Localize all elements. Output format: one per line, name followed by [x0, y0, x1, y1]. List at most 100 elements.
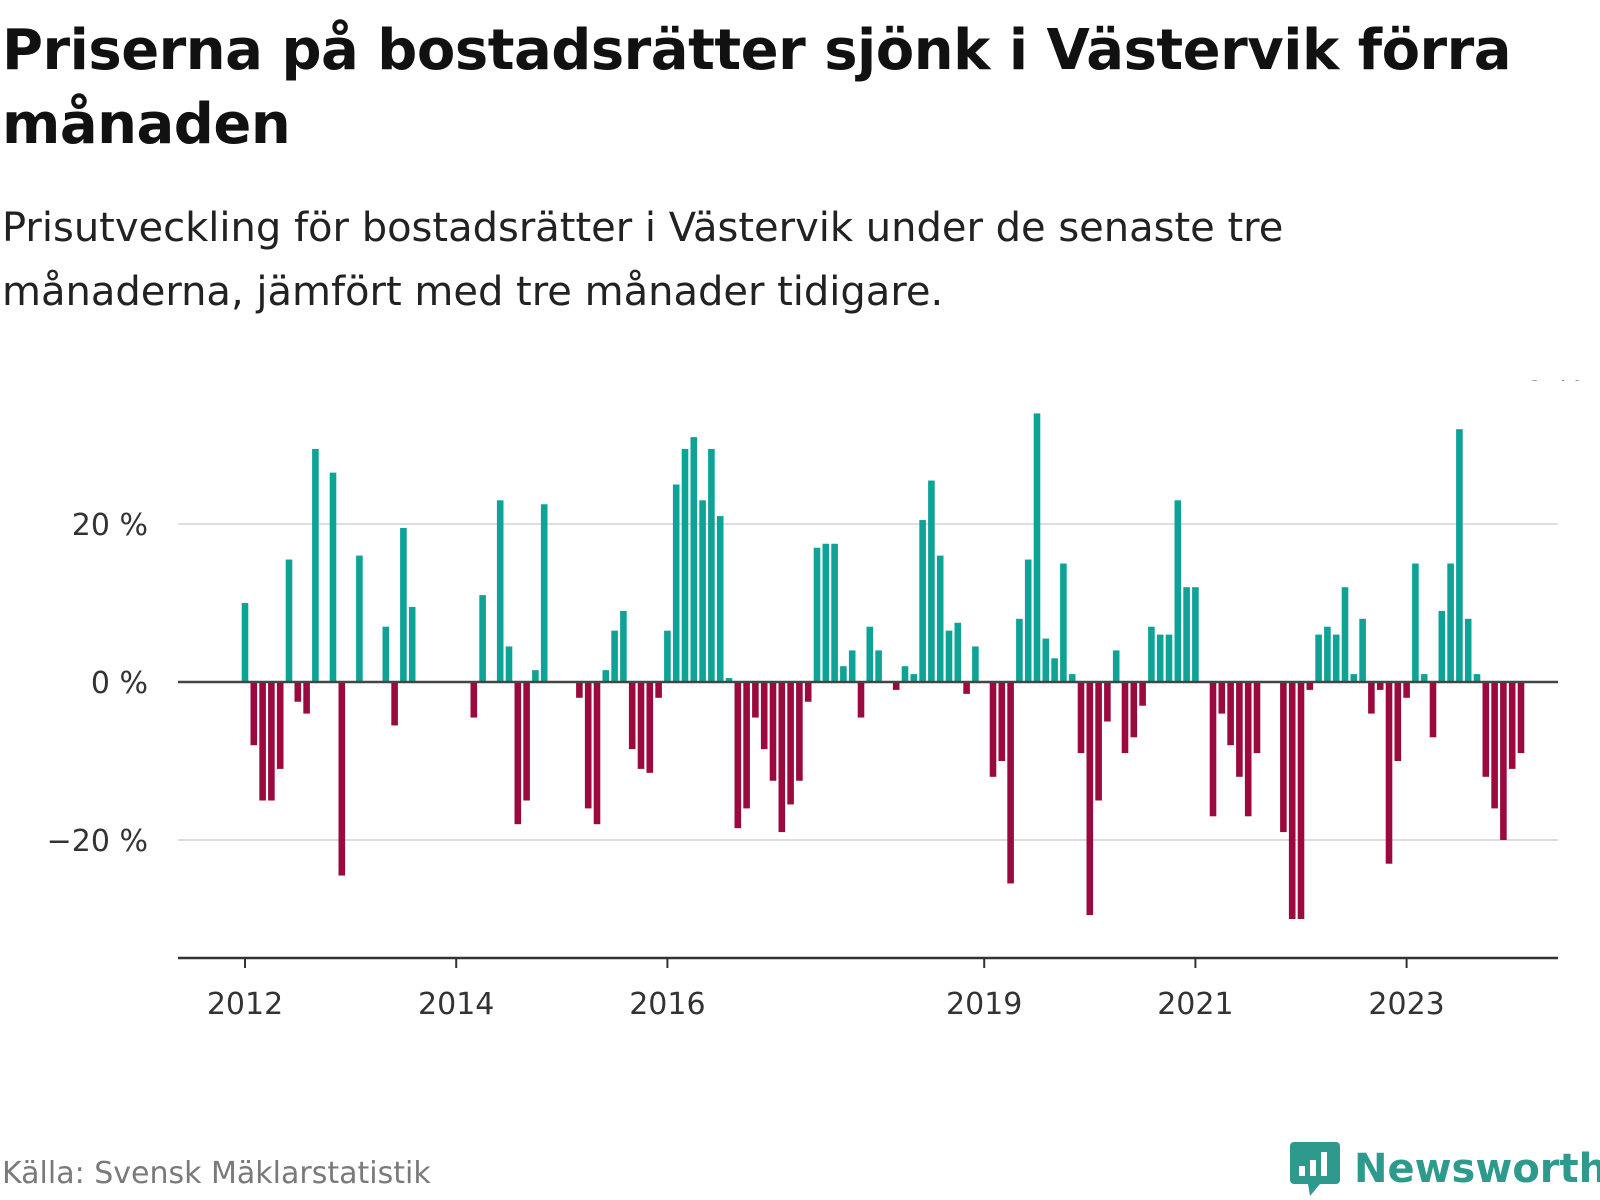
- bar: [1016, 618, 1023, 682]
- bar: [1051, 658, 1058, 682]
- bar: [391, 682, 398, 726]
- bar: [593, 682, 601, 825]
- bar: [822, 543, 830, 682]
- bar: [655, 682, 662, 698]
- bar: [936, 555, 944, 682]
- bar: [338, 682, 346, 876]
- bar: [1042, 638, 1050, 682]
- bar: [875, 650, 882, 682]
- bar: [1438, 610, 1446, 682]
- newsworthy-logo-icon: [1290, 1142, 1340, 1196]
- bar: [1183, 587, 1190, 682]
- bar: [1394, 682, 1402, 761]
- bar: [523, 682, 530, 801]
- bar: [1280, 682, 1287, 833]
- bars: [241, 413, 1525, 919]
- bar: [796, 682, 803, 781]
- bar: [1447, 563, 1454, 682]
- bar: [1209, 682, 1217, 817]
- bar: [1517, 682, 1525, 754]
- bar: [787, 682, 794, 805]
- bar: [470, 682, 478, 718]
- bar: [250, 682, 258, 746]
- bar: [963, 682, 970, 694]
- brand-name: Newsworthy: [1354, 1146, 1600, 1192]
- x-tick-label: 2014: [418, 987, 494, 1022]
- bar: [752, 682, 759, 718]
- bar: [690, 437, 698, 682]
- bar: [1086, 682, 1094, 916]
- bar: [664, 630, 671, 682]
- bar: [1033, 413, 1041, 682]
- bar: [285, 559, 293, 682]
- bar: [813, 547, 821, 682]
- y-tick-label: 0 %: [91, 666, 148, 701]
- labels: −20 % 0 % 20 % 2012 2014 2016 2019 2021 2023 −9 %: [47, 380, 1587, 1022]
- bar: [602, 670, 610, 682]
- bar: [1341, 587, 1349, 682]
- bar: [1297, 682, 1305, 919]
- bar: [857, 682, 865, 718]
- bar: [1130, 682, 1138, 738]
- bar-chart: −20 % 0 % 20 % 2012 2014 2016 2019 2021 2023 −9 %: [47, 380, 1587, 1022]
- bar: [892, 682, 900, 690]
- bar: [972, 646, 979, 682]
- bar: [646, 682, 654, 773]
- bar: [611, 630, 618, 682]
- bar: [584, 682, 592, 809]
- bar: [1192, 587, 1199, 682]
- bar: [505, 646, 513, 682]
- bar: [1174, 500, 1182, 682]
- bar: [637, 682, 645, 769]
- bar: [998, 682, 1006, 761]
- bar: [760, 682, 768, 750]
- bar: [1403, 682, 1410, 698]
- bar: [1068, 674, 1076, 682]
- bar: [1420, 674, 1428, 682]
- brand: Newsworthy: [1290, 1138, 1600, 1200]
- bar: [294, 682, 302, 702]
- bar: [400, 527, 407, 682]
- bar: [1464, 618, 1472, 682]
- bar: [1227, 682, 1234, 746]
- bar: [1473, 674, 1481, 682]
- bar: [743, 682, 750, 809]
- bar: [1376, 682, 1384, 690]
- bar: [1060, 563, 1067, 682]
- bar: [1121, 682, 1129, 754]
- bar: [804, 682, 812, 702]
- bar: [1024, 559, 1032, 682]
- bar: [672, 484, 680, 682]
- bar: [1112, 650, 1120, 682]
- axes: [178, 680, 1558, 968]
- bar: [910, 674, 918, 682]
- bar: [778, 682, 786, 833]
- bar: [1236, 682, 1243, 777]
- bar: [928, 480, 935, 682]
- x-tick-label: 2016: [629, 987, 705, 1022]
- x-tick-label: 2023: [1368, 987, 1444, 1022]
- bar: [532, 670, 539, 682]
- bar: [496, 500, 504, 682]
- y-tick-label: −20 %: [47, 824, 148, 859]
- bar: [408, 606, 416, 682]
- bar: [1288, 682, 1296, 919]
- bar: [866, 626, 874, 682]
- last-value-label: −9 %: [1502, 380, 1584, 388]
- bar: [1218, 682, 1226, 714]
- bar: [312, 448, 319, 682]
- chart-subtitle: Prisutveckling för bostadsrätter i Väste…: [2, 205, 1284, 315]
- bar: [329, 472, 337, 682]
- bar: [479, 595, 486, 682]
- bar: [1156, 634, 1164, 682]
- bar: [241, 603, 249, 682]
- bar: [725, 678, 733, 682]
- bar: [1491, 682, 1498, 809]
- bar: [901, 666, 909, 682]
- x-tick-label: 2012: [207, 987, 283, 1022]
- bar: [708, 448, 715, 682]
- bar: [514, 682, 522, 825]
- bar: [1368, 682, 1375, 714]
- bar: [840, 666, 847, 682]
- bar: [716, 516, 724, 682]
